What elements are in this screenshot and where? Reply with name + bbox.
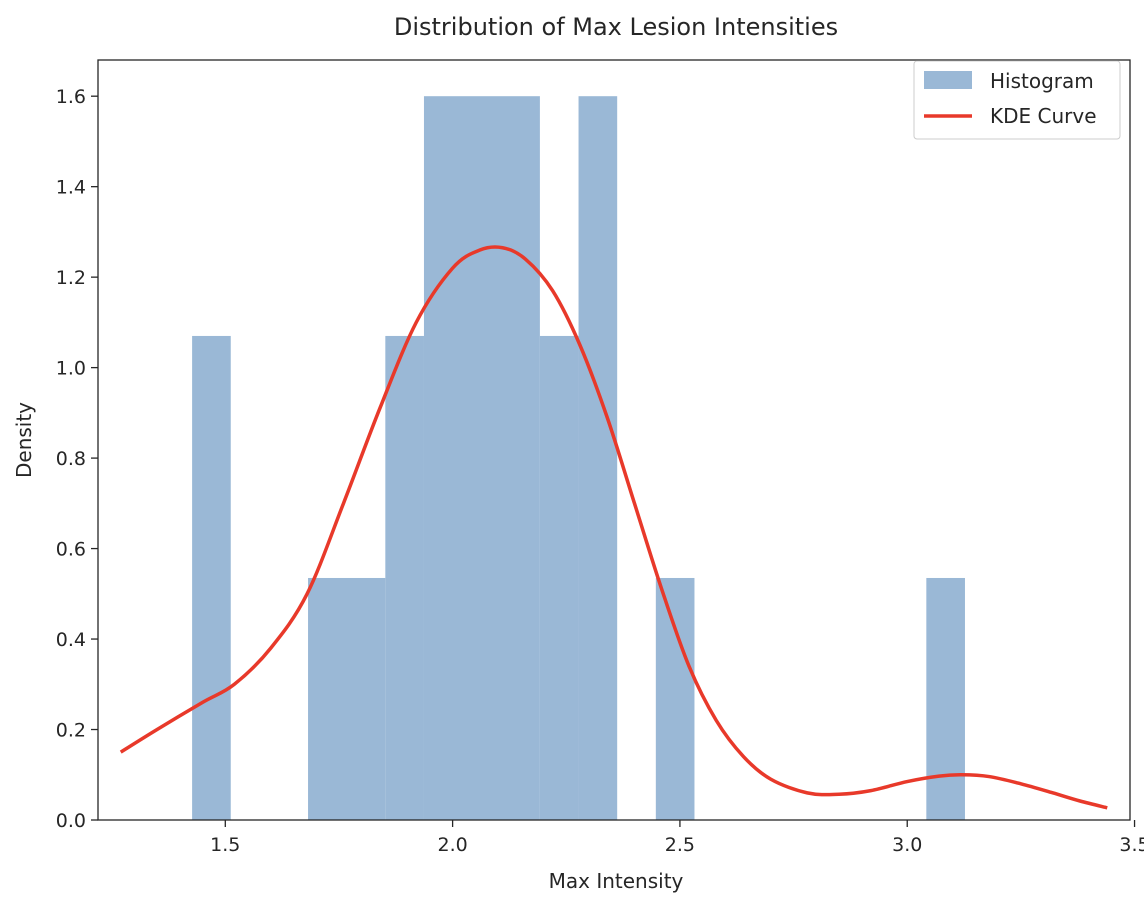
- histogram-bar: [308, 577, 386, 820]
- legend-kde-label: KDE Curve: [990, 104, 1097, 128]
- y-tick-label: 0.0: [56, 810, 86, 832]
- y-tick-label: 0.8: [56, 448, 86, 470]
- legend-histogram-swatch: [924, 71, 972, 89]
- kde-curve-group: [119, 245, 1108, 810]
- x-tick-label: 3.5: [1119, 834, 1144, 856]
- y-tick-label: 1.2: [56, 267, 86, 289]
- y-tick-label: 1.0: [56, 358, 86, 380]
- x-axis-ticks: 1.5 2.0 2.5 3.0 3.5: [210, 820, 1144, 856]
- legend: Histogram KDE Curve: [913, 60, 1121, 140]
- histogram-bar: [423, 96, 540, 820]
- histogram-bar: [926, 577, 965, 820]
- chart-title: Distribution of Max Lesion Intensities: [394, 13, 838, 41]
- x-tick-label: 2.0: [437, 834, 467, 856]
- histogram-bar: [385, 335, 424, 820]
- x-tick-label: 3.0: [892, 834, 922, 856]
- legend-histogram-label: Histogram: [990, 69, 1094, 93]
- histogram-bar: [655, 577, 695, 820]
- kde-curve-line: [119, 245, 1108, 810]
- y-axis-ticks: 0.0 0.2 0.4 0.6 0.8 1.0 1.2 1.4 1.6: [56, 86, 98, 832]
- x-axis-label: Max Intensity: [549, 869, 684, 893]
- y-axis-label: Density: [12, 402, 36, 478]
- plot-frame: [97, 59, 1131, 821]
- y-tick-label: 0.4: [56, 629, 86, 651]
- histogram-bar: [578, 96, 618, 820]
- histogram-bars: [192, 96, 965, 820]
- x-tick-label: 1.5: [210, 834, 240, 856]
- y-tick-label: 0.6: [56, 539, 86, 561]
- x-tick-label: 2.5: [665, 834, 695, 856]
- y-tick-label: 0.2: [56, 720, 86, 742]
- y-tick-label: 1.4: [56, 177, 86, 199]
- y-tick-label: 1.6: [56, 86, 86, 108]
- histogram-bar: [192, 335, 231, 820]
- histogram-bar: [539, 335, 579, 820]
